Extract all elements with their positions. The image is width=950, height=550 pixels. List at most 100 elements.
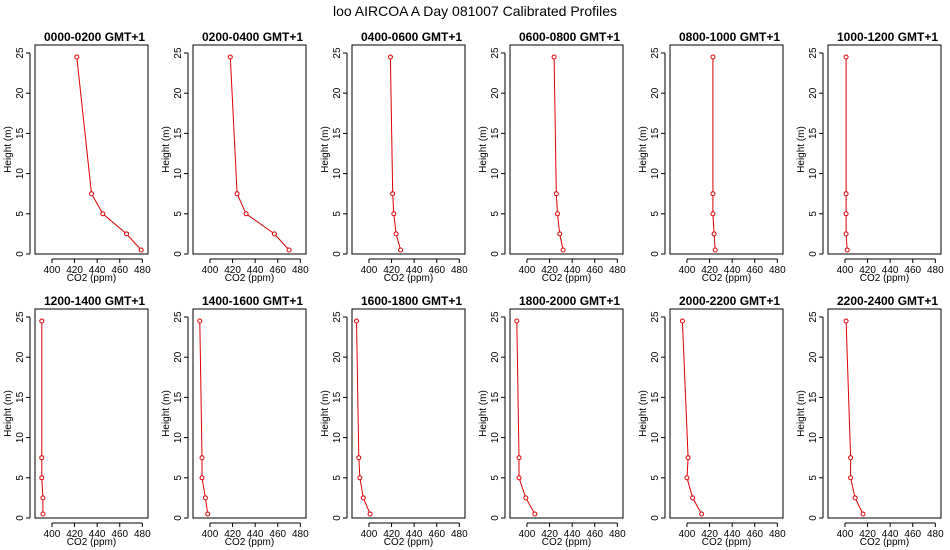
data-point — [532, 511, 538, 517]
data-point — [40, 495, 46, 501]
x-axis-label: CO2 (ppm) — [67, 537, 116, 548]
profile-line — [389, 56, 402, 251]
y-tick-label: 10 — [332, 432, 343, 444]
y-tick-label: 0 — [173, 515, 184, 521]
data-point — [710, 54, 716, 60]
y-tick-label: 10 — [173, 168, 184, 180]
data-point — [699, 511, 705, 517]
y-tick-label: 20 — [332, 87, 343, 99]
x-tick-label: 400 — [44, 529, 61, 540]
x-axis-label: CO2 (ppm) — [225, 537, 274, 548]
panel-title: 0600-0800 GMT+1 — [519, 30, 620, 44]
data-point — [286, 247, 292, 253]
y-tick-label: 5 — [173, 211, 184, 217]
data-point — [516, 455, 522, 461]
plot-frame — [669, 308, 784, 519]
x-tick-label: 440 — [89, 265, 106, 276]
x-tick-label: 460 — [269, 265, 286, 276]
panel-7: 1400-1600 GMT+1 400 420 440 460 480 CO2 (ppm) 0… — [161, 294, 309, 548]
panel-3: 0600-0800 GMT+1 400 420 440 460 480 CO2 (ppm) 0… — [478, 30, 626, 284]
profile-line — [76, 56, 142, 251]
x-tick-label: 400 — [519, 265, 536, 276]
panel-title: 1600-1800 GMT+1 — [361, 294, 462, 308]
y-tick-label: 5 — [808, 211, 819, 217]
x-axis-label: CO2 (ppm) — [384, 537, 433, 548]
x-tick-label: 420 — [859, 529, 876, 540]
data-point — [197, 318, 203, 324]
y-tick-label: 25 — [490, 47, 501, 59]
y-tick-label: 5 — [808, 475, 819, 481]
data-point — [685, 455, 691, 461]
y-tick-label: 25 — [650, 47, 661, 59]
y-tick-label: 10 — [490, 168, 501, 180]
plot-frame — [351, 44, 466, 255]
plot-frame — [509, 308, 624, 519]
y-tick-label: 20 — [173, 351, 184, 363]
data-point — [551, 54, 557, 60]
y-tick-label: 20 — [332, 351, 343, 363]
data-point — [391, 211, 397, 217]
x-tick-label: 440 — [89, 529, 106, 540]
y-tick-label: 0 — [15, 251, 26, 257]
x-tick-label: 420 — [66, 265, 83, 276]
panel-11: 2200-2400 GMT+1 400 420 440 460 480 CO2 (ppm) 0… — [796, 294, 944, 548]
data-point — [398, 247, 404, 253]
y-tick-label: 0 — [490, 515, 501, 521]
y-tick-label: 25 — [15, 47, 26, 59]
plot-frame — [34, 44, 149, 255]
x-tick-label: 480 — [769, 265, 786, 276]
y-tick-label: 25 — [173, 311, 184, 323]
x-tick-label: 440 — [247, 529, 264, 540]
x-tick-label: 440 — [406, 529, 423, 540]
data-point — [711, 231, 717, 237]
y-tick-label: 20 — [650, 87, 661, 99]
y-tick-label: 5 — [490, 211, 501, 217]
y-tick-label: 15 — [332, 127, 343, 139]
y-tick-label: 15 — [332, 391, 343, 403]
data-point — [271, 231, 277, 237]
x-tick-label: 440 — [564, 265, 581, 276]
data-point — [843, 231, 849, 237]
panel-title: 1400-1600 GMT+1 — [202, 294, 303, 308]
panel-title: 0200-0400 GMT+1 — [202, 30, 303, 44]
y-tick-label: 15 — [490, 127, 501, 139]
data-point — [560, 247, 566, 253]
y-tick-label: 25 — [808, 311, 819, 323]
y-tick-label: 25 — [173, 47, 184, 59]
y-tick-label: 5 — [332, 211, 343, 217]
y-tick-label: 5 — [15, 475, 26, 481]
data-point — [205, 511, 211, 517]
data-point — [387, 54, 393, 60]
panel-title: 1000-1200 GMT+1 — [837, 30, 938, 44]
data-point — [360, 495, 366, 501]
x-tick-label: 400 — [679, 529, 696, 540]
plot-frame — [34, 308, 149, 519]
x-tick-label: 460 — [428, 265, 445, 276]
x-tick-label: 460 — [111, 529, 128, 540]
x-tick-label: 420 — [701, 265, 718, 276]
y-tick-label: 20 — [173, 87, 184, 99]
profile-line — [356, 320, 371, 515]
data-point — [843, 54, 849, 60]
x-tick-label: 480 — [769, 529, 786, 540]
y-tick-label: 20 — [490, 351, 501, 363]
data-point — [554, 211, 560, 217]
data-point — [848, 475, 854, 481]
x-tick-label: 480 — [927, 529, 944, 540]
panel-title: 2200-2400 GMT+1 — [837, 294, 938, 308]
panel-10: 2000-2200 GMT+1 400 420 440 460 480 CO2 (ppm) 0… — [638, 294, 786, 548]
panel-5: 1000-1200 GMT+1 400 420 440 460 480 CO2 (ppm) 0… — [796, 30, 944, 284]
panel-title: 1200-1400 GMT+1 — [44, 294, 145, 308]
x-axis-label: CO2 (ppm) — [860, 273, 909, 284]
y-tick-label: 20 — [650, 351, 661, 363]
x-tick-label: 420 — [224, 529, 241, 540]
data-point — [354, 318, 360, 324]
x-tick-label: 440 — [724, 265, 741, 276]
x-tick-label: 460 — [746, 265, 763, 276]
x-tick-label: 460 — [269, 529, 286, 540]
x-tick-label: 420 — [541, 265, 558, 276]
data-point — [39, 455, 45, 461]
x-tick-label: 460 — [111, 265, 128, 276]
data-point — [710, 211, 716, 217]
